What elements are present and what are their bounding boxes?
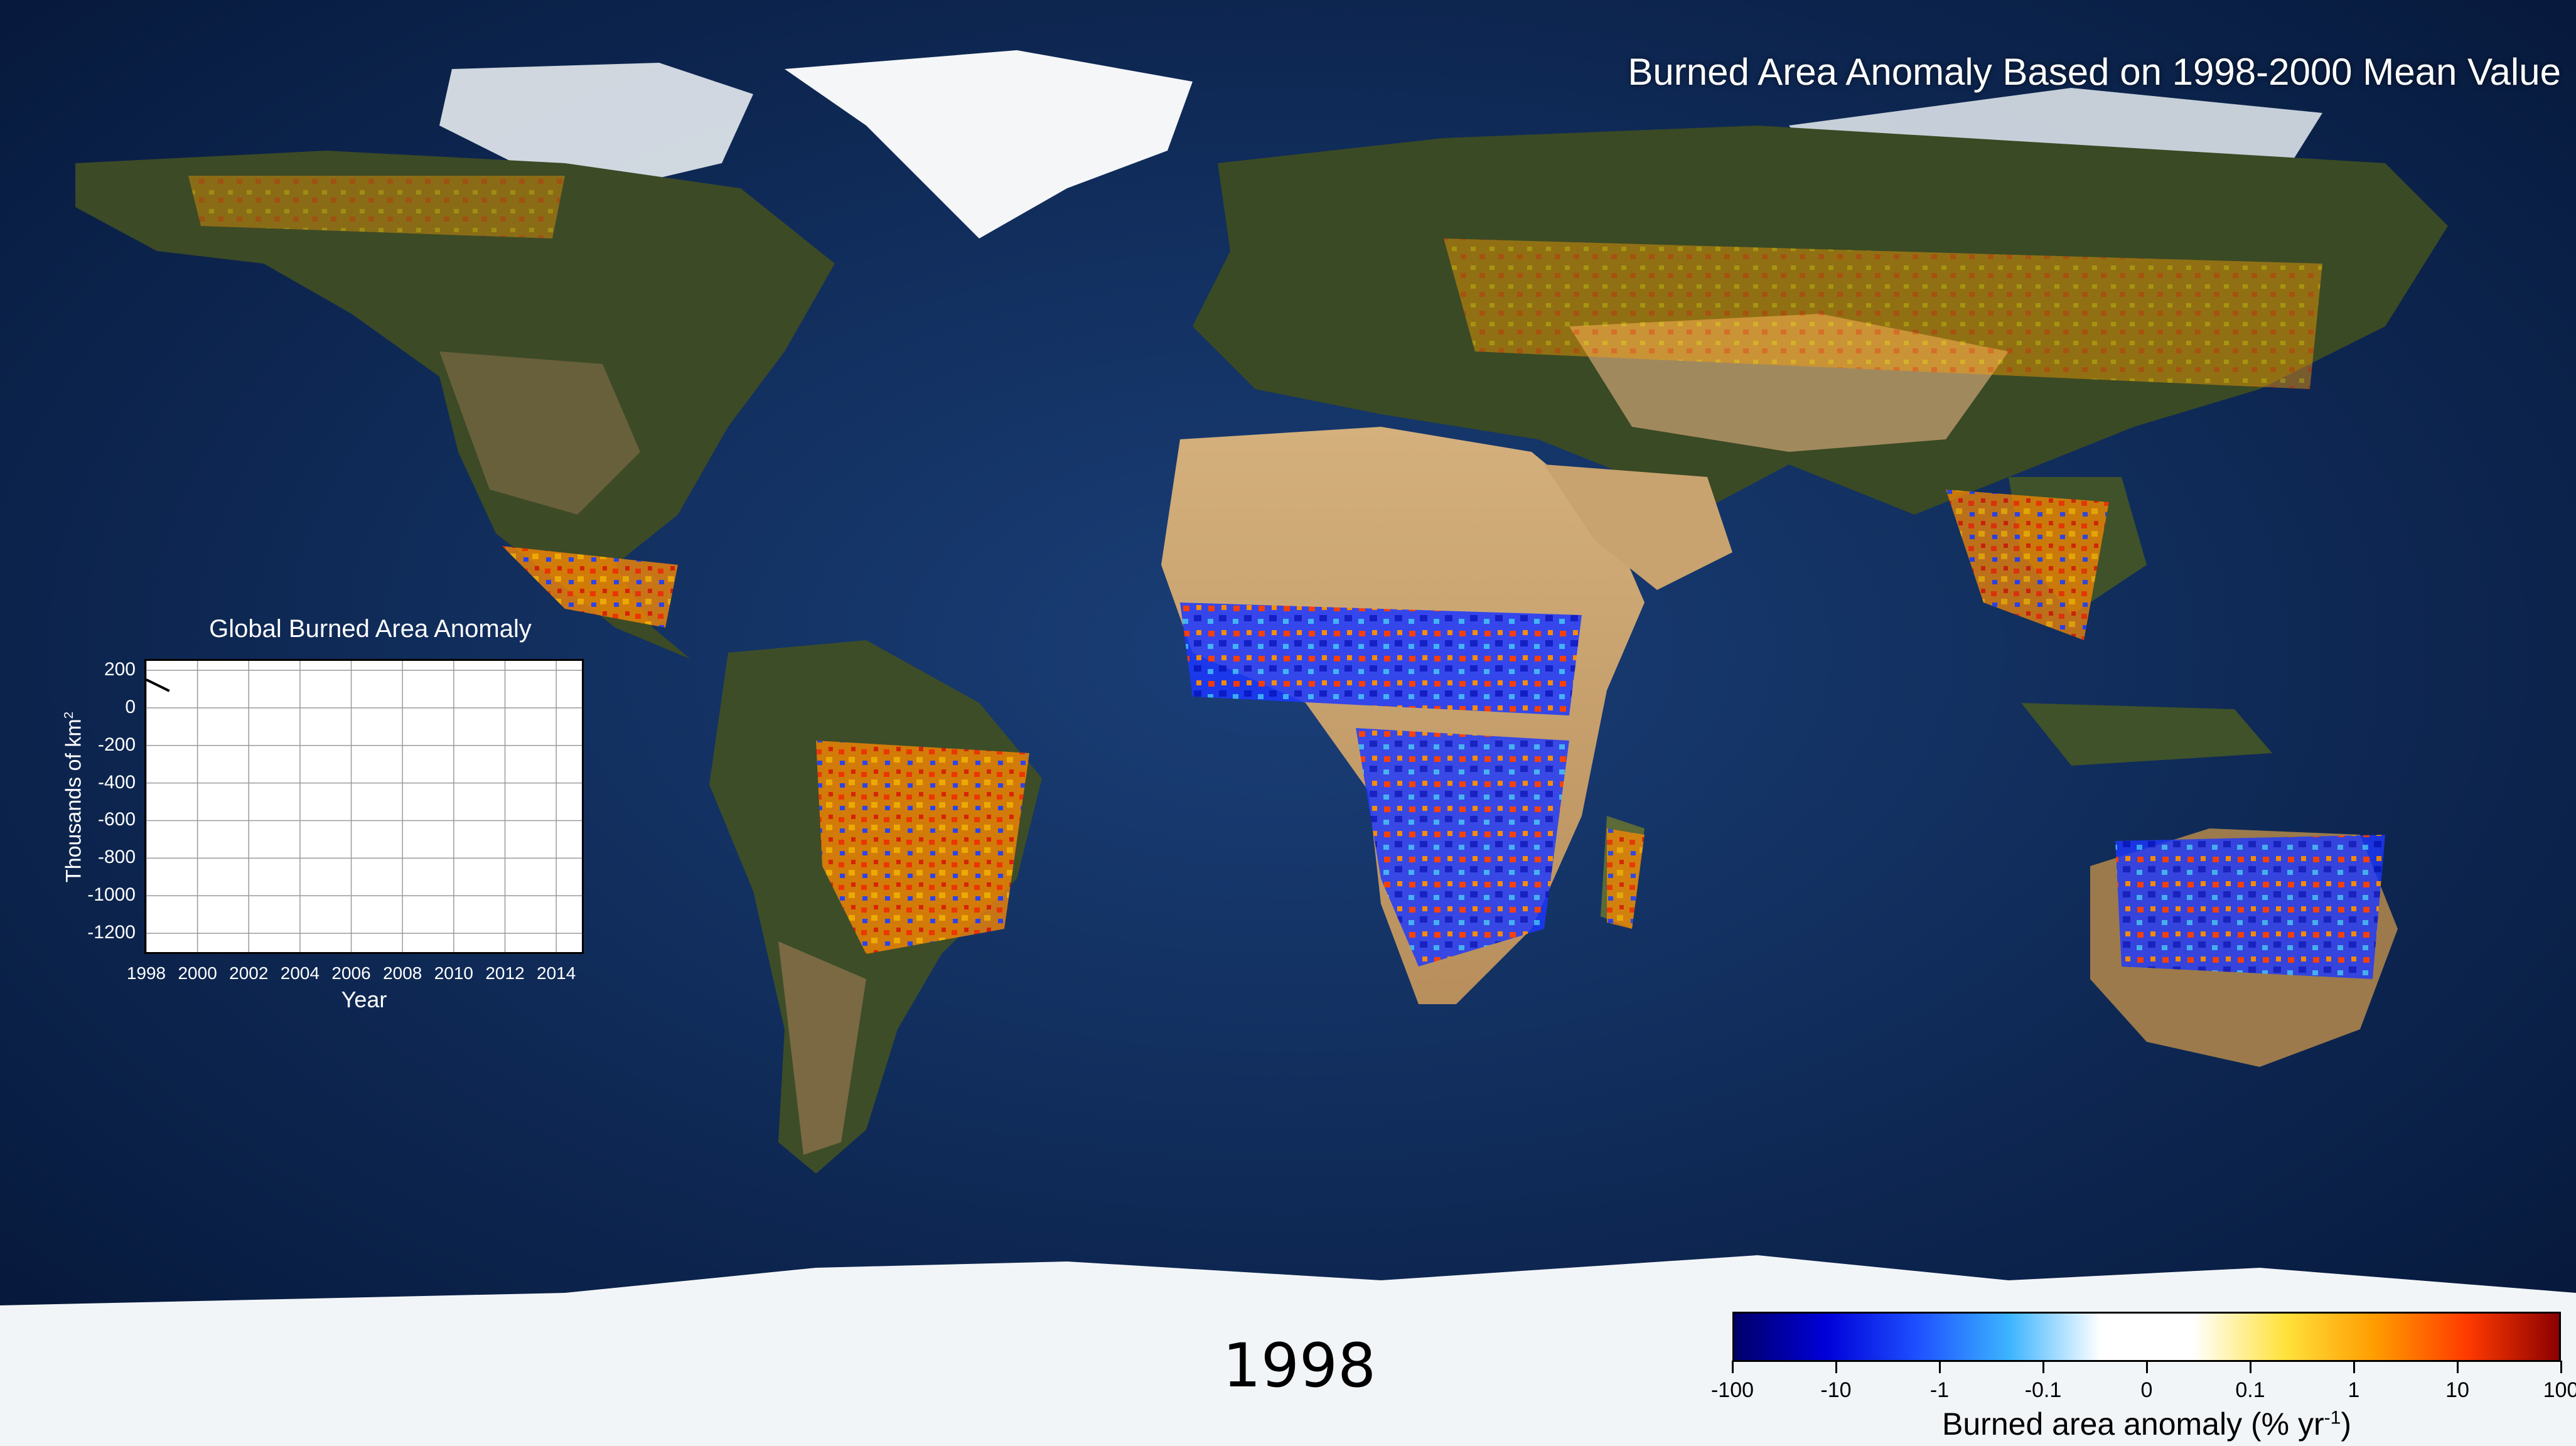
inset-x-tick-label: 1998 — [126, 963, 166, 983]
colorbar-tick-label: -100 — [1710, 1378, 1754, 1402]
colorbar-tick-mark — [2457, 1361, 2459, 1373]
colorbar-tick-label: 10 — [2445, 1378, 2469, 1402]
inset-x-tick-label: 2000 — [178, 963, 217, 983]
colorbar-tick-mark — [1732, 1361, 1734, 1373]
colorbar-label: Burned area anomaly (% yr-1) — [1942, 1406, 2351, 1442]
colorbar-tick-mark — [2042, 1361, 2044, 1373]
colorbar-tick-mark — [2353, 1361, 2355, 1373]
inset-y-tick-label: -200 — [97, 734, 136, 755]
colorbar — [1732, 1312, 2561, 1362]
colorbar-tick-label: 1 — [2348, 1378, 2360, 1402]
inset-series-line — [146, 678, 170, 692]
inset-x-tick-label: 2014 — [537, 963, 576, 983]
colorbar-tick-mark — [2146, 1361, 2148, 1373]
year-label: 1998 — [1222, 1331, 1377, 1401]
inset-x-tick-label: 2004 — [280, 963, 320, 983]
inset-y-tick-label: -400 — [97, 771, 136, 793]
map-title: Burned Area Anomaly Based on 1998-2000 M… — [1628, 51, 2561, 93]
inset-y-tick-label: -800 — [97, 847, 136, 868]
colorbar-tick-label: 0 — [2140, 1378, 2153, 1402]
colorbar-tick-label: 100 — [2543, 1378, 2576, 1402]
inset-x-axis-label: Year — [341, 987, 387, 1012]
inset-chart-title: Global Burned Area Anomaly — [209, 615, 532, 643]
inset-y-axis-label: Thousands of km2 — [62, 711, 86, 883]
colorbar-tick-mark — [1939, 1361, 1941, 1373]
inset-y-tick-label: 200 — [104, 658, 136, 680]
inset-y-tick-label: -600 — [97, 809, 136, 830]
inset-x-tick-label: 2010 — [434, 963, 474, 983]
inset-y-tick-label: 0 — [125, 696, 136, 717]
inset-chart-svg — [146, 661, 582, 952]
inset-x-tick-label: 2012 — [485, 963, 525, 983]
colorbar-tick-mark — [2250, 1361, 2251, 1373]
inset-x-tick-label: 2006 — [331, 963, 371, 983]
inset-y-tick-label: -1200 — [87, 922, 136, 943]
inset-y-tick-label: -1000 — [87, 884, 136, 906]
colorbar-tick-label: 0.1 — [2235, 1378, 2265, 1402]
colorbar-tick-label: -1 — [1929, 1378, 1950, 1402]
colorbar-tick-mark — [2560, 1361, 2562, 1373]
colorbar-tick-label: -10 — [1820, 1378, 1852, 1402]
inset-x-tick-label: 2008 — [383, 963, 422, 983]
colorbar-tick-mark — [1835, 1361, 1837, 1373]
inset-x-tick-label: 2002 — [229, 963, 269, 983]
colorbar-tick-label: -0.1 — [2024, 1378, 2062, 1402]
inset-chart-plot-area — [144, 659, 584, 954]
